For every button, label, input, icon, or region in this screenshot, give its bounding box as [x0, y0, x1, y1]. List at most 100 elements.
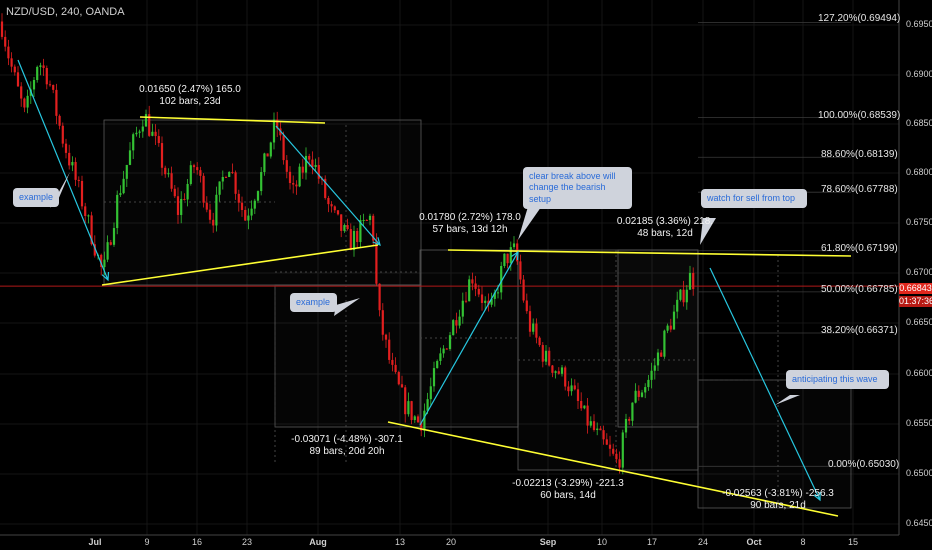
candle-body — [340, 214, 343, 231]
candle-body — [647, 379, 650, 388]
candle-body — [103, 259, 106, 268]
callout-pointer — [700, 218, 716, 245]
candle-body — [288, 171, 292, 184]
candle-body — [682, 289, 685, 303]
time-tick-label: 24 — [697, 537, 709, 547]
candle-body — [52, 84, 55, 90]
measurement-label: -0.03071 (-4.48%) -307.1 89 bars, 20d 20… — [277, 434, 417, 458]
candle-body — [263, 153, 266, 173]
measurement-value: -0.03071 (-4.48%) -307.1 — [291, 434, 403, 445]
candle-body — [509, 247, 512, 264]
candle-body — [586, 405, 589, 426]
candle-body — [74, 161, 77, 180]
candle-body — [356, 230, 359, 243]
measurement-label: -0.02563 (-3.81%) -256.3 90 bars, 21d — [713, 488, 843, 512]
candle-body — [490, 298, 493, 305]
measurement-label: 0.01650 (2.47%) 165.0 102 bars, 23d — [120, 84, 260, 108]
candle-body — [308, 155, 311, 160]
fib-level-label: 100.00%(0.68539) — [818, 110, 901, 121]
candle-body — [151, 131, 154, 136]
candle-body — [61, 125, 64, 144]
candle-body — [570, 385, 573, 392]
candle-body — [487, 300, 490, 305]
candle-body — [506, 253, 509, 264]
candle-body — [455, 320, 458, 326]
candle-body — [544, 350, 548, 362]
candle-body — [615, 453, 618, 460]
candle-body — [192, 165, 196, 168]
candle-body — [679, 289, 682, 300]
candle-body — [180, 198, 183, 215]
candle-body — [39, 65, 42, 67]
candle-body — [365, 220, 368, 222]
candle-body — [58, 115, 61, 126]
candle-body — [330, 204, 333, 207]
callout-pointer — [775, 395, 800, 405]
candle-body — [535, 323, 538, 338]
candle-body — [132, 134, 135, 151]
candle-body — [618, 459, 621, 468]
candle-body — [122, 178, 125, 194]
callout-anticipating-wave: anticipating this wave — [786, 370, 889, 390]
candle-body — [560, 367, 564, 374]
candle-body — [576, 389, 580, 401]
candle-body — [23, 98, 26, 108]
candle-body — [272, 119, 276, 143]
fib-level-label: 38.20%(0.66371) — [821, 325, 898, 336]
candle-body — [458, 316, 461, 326]
measurement-label: 0.02185 (3.36%) 218. 48 bars, 12d — [605, 216, 725, 240]
candle-body — [621, 432, 624, 468]
candle-body — [519, 261, 522, 280]
candle-body — [672, 311, 676, 330]
candle-body — [669, 325, 672, 330]
candle-body — [80, 180, 84, 207]
candle-body — [160, 143, 164, 168]
callout-example-1: example — [13, 188, 59, 208]
measurement-range: 89 bars, 20d 20h — [309, 446, 385, 457]
candle-body — [352, 230, 356, 251]
candle-body — [439, 353, 442, 361]
candle-body — [189, 165, 192, 184]
candle-body — [448, 335, 452, 350]
measurement-box — [103, 119, 422, 286]
candle-body — [167, 173, 170, 175]
candle-body — [32, 79, 36, 90]
trendlines — [101, 116, 852, 517]
candle-body — [548, 350, 551, 366]
candle-body — [237, 193, 240, 203]
candle-body — [48, 84, 52, 86]
trendline — [101, 244, 379, 286]
candle-body — [484, 300, 487, 303]
candle-body — [372, 215, 375, 241]
candle-body — [346, 225, 349, 230]
arrow-head — [101, 271, 110, 282]
candle-body — [71, 161, 74, 166]
candle-body — [653, 365, 656, 371]
candle-body — [276, 119, 279, 129]
candle-body — [477, 288, 480, 295]
candle-body — [240, 202, 244, 210]
candle-body — [461, 300, 464, 317]
candle-body — [656, 352, 660, 366]
candle-body — [580, 400, 583, 409]
arrows — [17, 59, 821, 502]
candle-body — [480, 294, 484, 303]
candle-body — [500, 266, 503, 293]
candle-body — [119, 193, 122, 195]
candle-body — [359, 220, 362, 243]
candle-body — [554, 371, 557, 373]
candle-body — [522, 279, 525, 301]
time-tick-label: 16 — [191, 537, 203, 547]
arrow-head — [813, 491, 821, 502]
fib-level-label: 78.60%(0.67788) — [821, 184, 898, 195]
candle-body — [628, 418, 631, 421]
candle-body — [612, 448, 615, 454]
candle-body — [400, 384, 404, 388]
candle-body — [128, 150, 132, 165]
candle-body — [493, 292, 496, 299]
